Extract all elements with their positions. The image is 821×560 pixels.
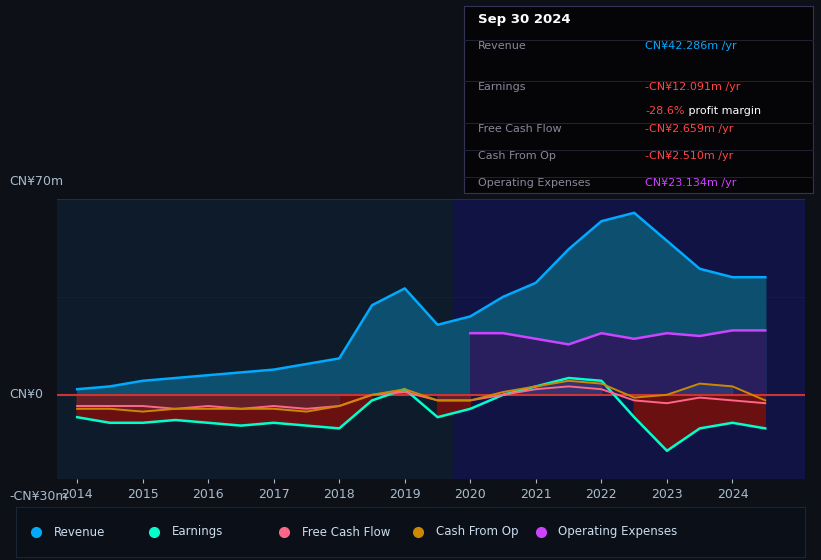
Text: CN¥70m: CN¥70m [9, 175, 63, 188]
Text: Earnings: Earnings [172, 525, 223, 539]
Text: Revenue: Revenue [478, 41, 526, 52]
Text: -CN¥2.659m /yr: -CN¥2.659m /yr [645, 124, 734, 134]
Text: Free Cash Flow: Free Cash Flow [302, 525, 390, 539]
Text: Sep 30 2024: Sep 30 2024 [478, 13, 571, 26]
Text: Cash From Op: Cash From Op [436, 525, 518, 539]
Text: CN¥23.134m /yr: CN¥23.134m /yr [645, 178, 736, 188]
Text: Revenue: Revenue [53, 525, 105, 539]
Text: -28.6%: -28.6% [645, 106, 685, 116]
Text: Operating Expenses: Operating Expenses [558, 525, 677, 539]
Text: Earnings: Earnings [478, 82, 526, 92]
Bar [454, 199, 805, 479]
Text: -CN¥2.510m /yr: -CN¥2.510m /yr [645, 151, 733, 161]
Text: Operating Expenses: Operating Expenses [478, 178, 590, 188]
Text: Cash From Op: Cash From Op [478, 151, 556, 161]
Text: Free Cash Flow: Free Cash Flow [478, 124, 562, 134]
Text: -CN¥12.091m /yr: -CN¥12.091m /yr [645, 82, 741, 92]
Text: CN¥0: CN¥0 [9, 388, 43, 402]
Text: -CN¥30m: -CN¥30m [9, 490, 67, 503]
Text: profit margin: profit margin [686, 106, 762, 116]
Text: CN¥42.286m /yr: CN¥42.286m /yr [645, 41, 737, 52]
